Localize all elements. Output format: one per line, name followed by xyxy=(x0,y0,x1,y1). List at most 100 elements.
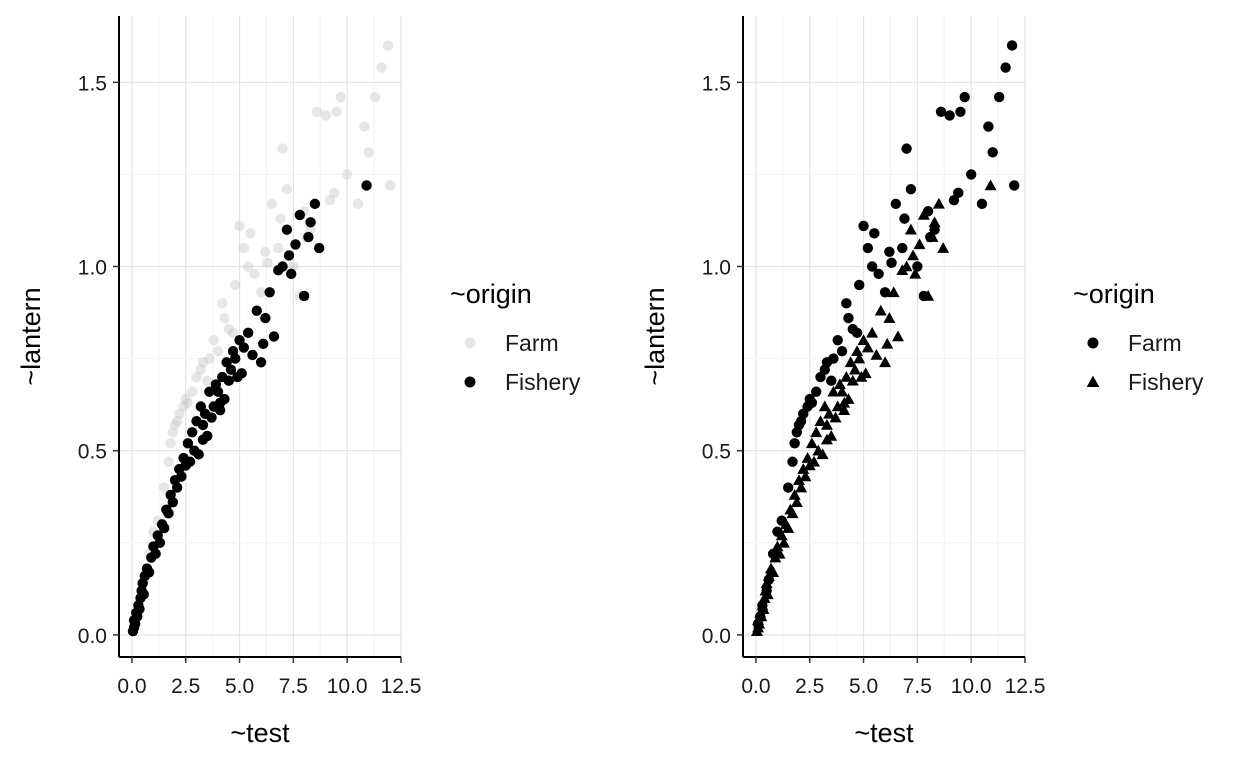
data-point xyxy=(869,228,880,239)
data-point xyxy=(260,312,271,324)
data-point xyxy=(827,385,840,397)
data-point xyxy=(206,412,217,423)
data-point xyxy=(808,455,821,467)
data-point xyxy=(851,345,864,357)
series-farm xyxy=(752,40,1020,630)
legend-marker xyxy=(464,376,476,388)
x-tick-label: 0.0 xyxy=(741,675,770,698)
data-point xyxy=(182,397,194,409)
legend-marker xyxy=(1087,337,1099,349)
data-point xyxy=(320,110,331,121)
data-point xyxy=(193,449,204,460)
data-point xyxy=(907,249,920,261)
data-point xyxy=(303,231,314,243)
data-point xyxy=(976,198,988,210)
data-point xyxy=(857,334,870,345)
data-point xyxy=(134,603,145,615)
data-point xyxy=(212,346,224,357)
data-point xyxy=(836,385,849,397)
y-tick-label: 0.0 xyxy=(702,625,731,648)
data-point xyxy=(818,400,831,412)
data-point xyxy=(260,246,271,257)
data-point xyxy=(819,364,831,375)
data-point xyxy=(832,334,843,346)
data-point xyxy=(385,180,396,191)
data-point xyxy=(169,419,181,431)
data-point xyxy=(191,371,202,383)
data-point xyxy=(823,407,836,419)
data-point xyxy=(298,290,310,302)
data-point xyxy=(959,91,970,103)
data-point xyxy=(912,261,923,272)
data-point xyxy=(1006,40,1018,51)
y-tick-label: 1.5 xyxy=(702,72,731,95)
data-point xyxy=(143,567,155,578)
data-point xyxy=(862,242,874,254)
data-point xyxy=(359,121,370,132)
data-point xyxy=(242,261,254,272)
data-point xyxy=(881,337,894,349)
data-point xyxy=(236,368,247,379)
data-point xyxy=(255,287,267,298)
data-point xyxy=(879,356,892,368)
data-point xyxy=(275,213,286,224)
data-point xyxy=(313,242,325,254)
data-point xyxy=(841,298,852,309)
data-point xyxy=(225,364,237,375)
data-point xyxy=(208,334,219,346)
data-point xyxy=(180,393,191,405)
data-point xyxy=(838,404,851,415)
data-point xyxy=(777,536,790,548)
data-point xyxy=(797,463,810,474)
data-point xyxy=(268,331,280,342)
data-point xyxy=(329,187,340,199)
data-point xyxy=(305,217,316,228)
legend-marker xyxy=(1086,375,1100,388)
data-point xyxy=(341,169,353,180)
data-point xyxy=(905,183,917,195)
data-point xyxy=(214,404,226,416)
data-point xyxy=(874,304,887,316)
data-point xyxy=(814,415,827,427)
data-point xyxy=(901,143,912,154)
data-point xyxy=(309,198,321,210)
legend-title: ~origin xyxy=(450,279,532,309)
y-tick-label: 0.5 xyxy=(78,441,107,464)
data-point xyxy=(917,208,930,220)
data-point xyxy=(264,287,275,298)
data-point xyxy=(251,305,262,316)
legend-label-farm: Farm xyxy=(505,330,559,356)
data-point xyxy=(840,371,853,382)
x-tick-label: 0.0 xyxy=(117,675,146,698)
data-point xyxy=(238,242,250,254)
gridlines xyxy=(743,16,1026,657)
data-point xyxy=(790,496,803,508)
data-point xyxy=(184,456,196,467)
data-point xyxy=(273,242,284,254)
series-fishery xyxy=(127,180,372,637)
legend-title: ~origin xyxy=(1073,279,1155,309)
data-point xyxy=(212,386,224,397)
data-point xyxy=(926,231,939,242)
data-point xyxy=(138,589,149,600)
data-point xyxy=(290,239,301,250)
data-point xyxy=(283,250,295,261)
data-point xyxy=(944,110,955,121)
data-point xyxy=(887,286,900,298)
data-point xyxy=(879,287,891,298)
data-point xyxy=(258,338,269,350)
data-point xyxy=(255,357,267,368)
data-point xyxy=(935,106,947,117)
data-point xyxy=(792,474,805,485)
data-point xyxy=(786,507,799,519)
data-point xyxy=(828,353,839,364)
data-point xyxy=(767,566,780,578)
data-point xyxy=(335,91,346,103)
data-point xyxy=(826,375,837,386)
x-axis-title: ~test xyxy=(230,718,290,748)
data-point xyxy=(382,40,394,51)
data-point xyxy=(186,427,198,438)
data-point xyxy=(219,312,230,324)
data-point xyxy=(836,346,848,357)
data-point xyxy=(202,430,213,442)
